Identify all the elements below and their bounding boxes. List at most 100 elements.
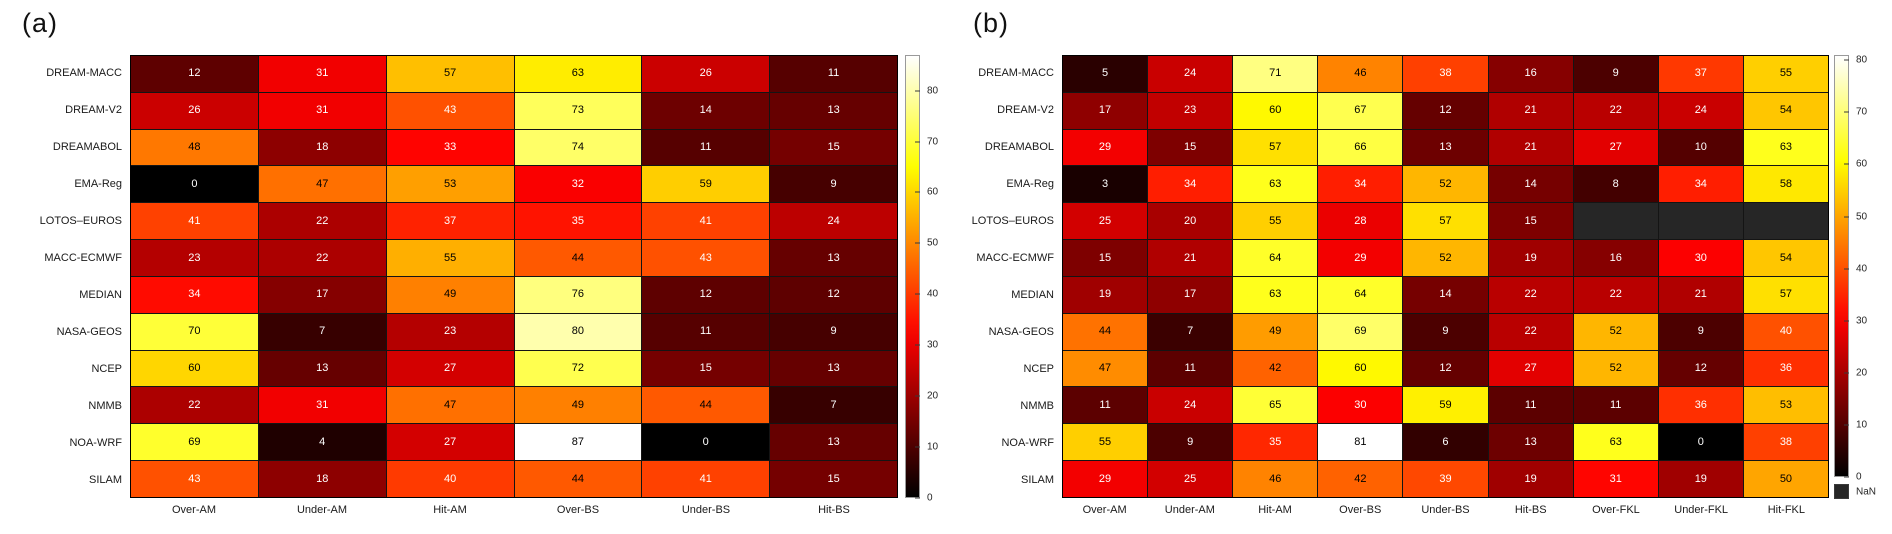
col-label: Over-FKL — [1592, 504, 1640, 516]
row-label: NASA-GEOS — [988, 325, 1054, 338]
heatmap-cell: 48 — [131, 129, 258, 166]
heatmap-cell: 18 — [258, 461, 386, 497]
colorbar-tick — [915, 497, 920, 499]
colorbar-nan-label: NaN — [1856, 486, 1877, 497]
heatmap-cell: 42 — [1318, 461, 1403, 497]
heatmap-cell — [1743, 203, 1828, 240]
panel-b-label: (b) — [973, 8, 1009, 38]
heatmap-cell: 29 — [1063, 461, 1148, 497]
heatmap-cell: 13 — [1403, 129, 1488, 166]
heatmap-cell: 24 — [770, 203, 897, 240]
heatmap-cell: 28 — [1318, 203, 1403, 240]
heatmap-cell: 39 — [1403, 461, 1488, 497]
heatmap-cell: 69 — [131, 424, 258, 461]
row-label: NOA-WRF — [69, 436, 122, 449]
colorbar-a — [905, 55, 920, 498]
colorbar-tick-label: 80 — [1856, 54, 1868, 66]
heatmap-cell: 27 — [386, 350, 514, 387]
heatmap-cell: 9 — [1148, 424, 1233, 461]
col-label: Over-AM — [1082, 504, 1127, 516]
heatmap-cell: 59 — [1403, 387, 1488, 424]
row-label: MEDIAN — [79, 288, 122, 301]
heatmap-cell: 27 — [1488, 350, 1573, 387]
colorbar-tick — [915, 344, 920, 346]
heatmap-cell: 22 — [1573, 276, 1658, 313]
heatmap-cell: 30 — [1318, 387, 1403, 424]
colorbar-tick — [1844, 476, 1849, 478]
heatmap-cell: 14 — [642, 92, 770, 129]
colorbar-tick-label: 20 — [1856, 367, 1868, 379]
heatmap-cell: 13 — [1488, 424, 1573, 461]
heatmap-cell: 7 — [1148, 313, 1233, 350]
heatmap-cell: 53 — [1743, 387, 1828, 424]
heatmap-cell: 24 — [1148, 387, 1233, 424]
colorbar-tick — [915, 446, 920, 448]
heatmap-cell: 0 — [131, 166, 258, 203]
heatmap-cell: 11 — [642, 313, 770, 350]
heatmap-cell: 63 — [1573, 424, 1658, 461]
heatmap-cell: 58 — [1743, 166, 1828, 203]
heatmap-cell: 40 — [386, 461, 514, 497]
heatmap-cell: 40 — [1743, 313, 1828, 350]
row-label: NASA-GEOS — [56, 325, 122, 338]
heatmap-cell: 22 — [1488, 313, 1573, 350]
heatmap-cell: 20 — [1148, 203, 1233, 240]
heatmap-cell: 11 — [1488, 387, 1573, 424]
colorbar-tick — [1844, 372, 1849, 374]
heatmap-cell — [1658, 203, 1743, 240]
heatmap-cell: 55 — [1743, 56, 1828, 92]
heatmap-cell: 31 — [1573, 461, 1658, 497]
heatmap-cell: 9 — [1658, 313, 1743, 350]
heatmap-cell: 67 — [1318, 92, 1403, 129]
heatmap-a: 12 31 57 63 26 11 26 31 43 73 14 13 48 18 33 74 11 15 0 47 5… — [130, 55, 898, 498]
heatmap-cell: 49 — [386, 276, 514, 313]
heatmap-cell: 49 — [514, 387, 642, 424]
heatmap-cell: 41 — [642, 203, 770, 240]
colorbar-tick-label: 10 — [1856, 419, 1868, 431]
heatmap-cell: 24 — [1658, 92, 1743, 129]
heatmap-cell: 5 — [1063, 56, 1148, 92]
heatmap-cell: 80 — [514, 313, 642, 350]
heatmap-cell: 22 — [258, 203, 386, 240]
heatmap-cell: 11 — [1063, 387, 1148, 424]
heatmap-cell: 19 — [1063, 276, 1148, 313]
heatmap-cell: 26 — [642, 56, 770, 92]
colorbar-tick-label: 50 — [1856, 211, 1868, 222]
heatmap-cell: 29 — [1318, 240, 1403, 276]
colorbar-tick — [915, 242, 920, 244]
col-label: Over-BS — [556, 504, 600, 516]
colorbar-tick — [1844, 216, 1849, 217]
heatmap-cell: 22 — [1573, 92, 1658, 129]
heatmap-cell: 63 — [1743, 129, 1828, 166]
heatmap-cell: 36 — [1658, 387, 1743, 424]
heatmap-cell: 0 — [642, 424, 770, 461]
heatmap-cell: 25 — [1063, 203, 1148, 240]
colorbar-tick-label: 40 — [1856, 263, 1868, 275]
heatmap-cell: 12 — [642, 276, 770, 313]
heatmap-cell: 63 — [1233, 166, 1318, 203]
row-label: DREAM-V2 — [65, 104, 122, 117]
heatmap-cell: 34 — [1148, 166, 1233, 203]
heatmap-cell: 17 — [258, 276, 386, 313]
heatmap-cell: 13 — [770, 350, 897, 387]
heatmap-cell: 44 — [514, 461, 642, 497]
col-label: Over-BS — [1339, 504, 1382, 516]
colorbar-tick-label: 0 — [927, 492, 933, 504]
heatmap-cell: 65 — [1233, 387, 1318, 424]
heatmap-cell: 35 — [1233, 424, 1318, 461]
colorbar-nan-swatch — [1834, 484, 1849, 499]
heatmap-cell: 33 — [386, 129, 514, 166]
heatmap-cell: 55 — [1233, 203, 1318, 240]
colorbar-tick-label: 0 — [1856, 471, 1862, 483]
colorbar-tick-label: 60 — [1856, 158, 1868, 170]
colorbar-tick — [1844, 163, 1849, 165]
heatmap-cell: 17 — [1148, 276, 1233, 313]
heatmap-cell: 19 — [1488, 461, 1573, 497]
heatmap-cell: 50 — [1743, 461, 1828, 497]
col-label: Under-BS — [681, 504, 731, 516]
heatmap-cell: 31 — [258, 92, 386, 129]
col-label: Hit-AM — [1258, 504, 1292, 516]
heatmap-cell: 87 — [514, 424, 642, 461]
heatmap-cell: 13 — [770, 92, 897, 129]
heatmap-cell: 73 — [514, 92, 642, 129]
